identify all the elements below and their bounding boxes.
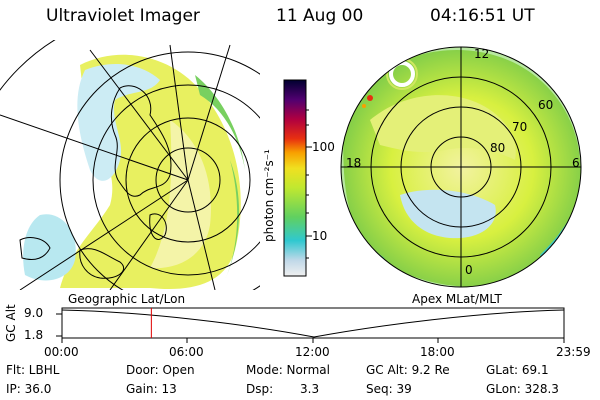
mlt-label-12: 12	[474, 47, 490, 61]
gc-alt-info: GC Alt: 9.2 Re	[366, 363, 450, 377]
time-label: 04:16:51 UT	[430, 6, 535, 26]
lat-label-80: 80	[490, 141, 506, 155]
glat-info: GLat: 69.1	[486, 363, 549, 377]
date-label: 11 Aug 00	[276, 6, 364, 26]
time-tick-0000: 00:00	[44, 345, 79, 359]
altitude-curve	[61, 309, 565, 338]
door-info: Door: Open	[126, 363, 195, 377]
time-tick-1200: 12:00	[295, 345, 330, 359]
time-tick-0600: 06:00	[169, 345, 204, 359]
colorbar-tick-100: 100	[312, 140, 335, 154]
right-panel-caption: Apex MLat/MLT	[412, 292, 502, 306]
dsp-value: 3.3	[300, 382, 320, 396]
altitude-ylabel: GC Alt	[4, 304, 18, 342]
lat-label-60: 60	[538, 98, 554, 112]
geographic-image	[0, 40, 260, 290]
mode-info: Mode: Normal	[246, 363, 330, 377]
dsp-label: Dsp:	[246, 382, 274, 396]
left-panel-caption: Geographic Lat/Lon	[68, 292, 186, 306]
colorbar	[283, 79, 307, 277]
filter-info: Flt: LBHL	[6, 363, 60, 377]
seq-info: Seq: 39	[366, 382, 412, 396]
altitude-plot-frame	[61, 307, 565, 339]
time-tick-2359: 23:59	[556, 345, 591, 359]
glon-info: GLon: 328.3	[486, 382, 559, 396]
gain-info: Gain: 13	[126, 382, 177, 396]
colorbar-tick-10: 10	[312, 229, 328, 243]
colorbar-unit-label: photon cm⁻²s⁻¹	[262, 149, 276, 242]
ip-info: IP: 36.0	[6, 382, 52, 396]
instrument-title: Ultraviolet Imager	[46, 6, 200, 26]
lat-label-70: 70	[512, 120, 528, 134]
altitude-ytick-high: 9.0	[24, 306, 44, 320]
mlt-label-6: 6	[572, 156, 580, 170]
time-tick-1800: 18:00	[420, 345, 455, 359]
mlt-label-18: 18	[346, 156, 362, 170]
mlt-label-0: 0	[465, 263, 473, 277]
altitude-ytick-low: 1.8	[24, 328, 44, 342]
